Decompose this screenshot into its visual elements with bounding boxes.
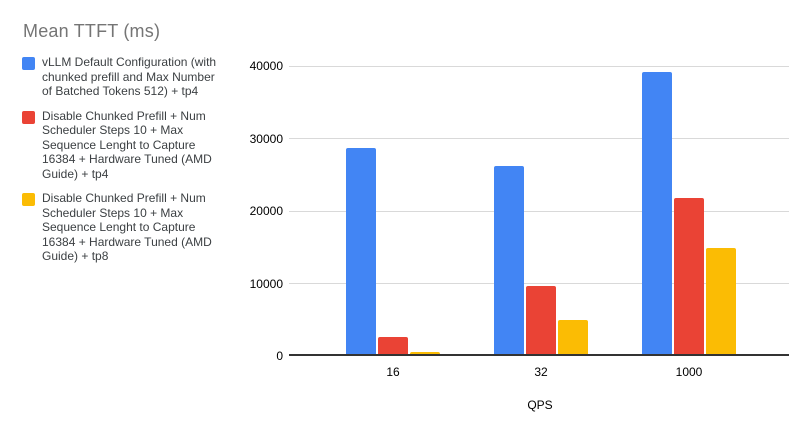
x-axis-title: QPS [527, 398, 553, 412]
gridline-30000 [289, 138, 789, 139]
bar-series1-qps16 [378, 336, 408, 354]
y-tick-label-10000: 10000 [249, 276, 283, 291]
x-tick-label-1000: 1000 [675, 365, 703, 379]
bar-series2-qps32 [558, 319, 588, 354]
bar-series0-qps1000 [642, 71, 672, 354]
chart-title: Mean TTFT (ms) [23, 21, 161, 41]
y-tick-label-40000: 40000 [249, 59, 283, 73]
y-tick-label-20000: 20000 [249, 204, 283, 218]
legend-swatch-icon [22, 57, 35, 70]
bar-series1-qps32 [526, 285, 556, 354]
bar-series2-qps1000 [706, 247, 736, 354]
bar-group-32 [494, 165, 588, 354]
bar-group-16 [346, 148, 440, 354]
legend-item-label: Disable Chunked Prefill + Num Scheduler … [42, 108, 212, 181]
x-tick-label-32: 32 [534, 365, 548, 379]
legend-item-0: vLLM Default Configuration (with chunked… [22, 55, 232, 99]
legend-item-label: Disable Chunked Prefill + Num Scheduler … [42, 191, 212, 263]
legend-item-1: Disable Chunked Prefill + Num Scheduler … [22, 109, 232, 182]
legend-swatch-icon [22, 193, 35, 206]
legend-swatch-icon [22, 110, 35, 124]
bar-group-1000 [642, 71, 736, 354]
bar-series0-qps16 [346, 148, 376, 354]
gridline-40000 [289, 65, 789, 67]
y-tick-label-0: 0 [276, 349, 283, 363]
bar-series1-qps1000 [674, 197, 704, 354]
plot-area [289, 65, 789, 356]
gridline-10000 [289, 283, 789, 284]
bar-series2-qps16 [410, 352, 440, 354]
legend: vLLM Default Configuration (with chunked… [22, 55, 232, 264]
gridline-20000 [289, 210, 789, 212]
legend-item-2: Disable Chunked Prefill + Num Scheduler … [22, 191, 232, 264]
y-tick-label-30000: 30000 [249, 131, 283, 146]
x-tick-label-16: 16 [386, 365, 400, 379]
bar-series0-qps32 [494, 165, 524, 354]
legend-item-label: vLLM Default Configuration (with chunked… [42, 55, 217, 98]
